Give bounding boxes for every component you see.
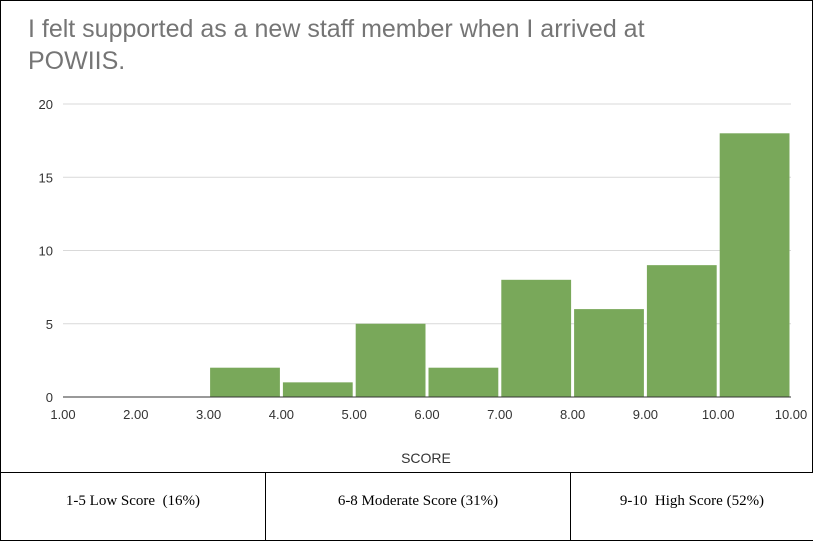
x-tick-label: 3.00 bbox=[196, 407, 221, 422]
x-tick-label: 5.00 bbox=[342, 407, 367, 422]
x-tick-label: 4.00 bbox=[269, 407, 294, 422]
x-tick-label: 2.00 bbox=[123, 407, 148, 422]
histogram-bar bbox=[210, 367, 280, 397]
y-tick-label: 5 bbox=[46, 317, 53, 332]
x-tick-label: 10.00 bbox=[702, 407, 735, 422]
y-tick-label: 20 bbox=[39, 97, 53, 112]
chart-title: I felt supported as a new staff member w… bbox=[28, 15, 645, 75]
x-tick-label: 9.00 bbox=[633, 407, 658, 422]
moderate-score-cell: 6-8 Moderate Score (31%) bbox=[265, 472, 571, 541]
x-tick-label: 7.00 bbox=[487, 407, 512, 422]
x-tick-label: 6.00 bbox=[414, 407, 439, 422]
x-tick-label: 10.00 bbox=[775, 407, 808, 422]
y-tick-label: 15 bbox=[39, 170, 53, 185]
histogram-bar bbox=[574, 309, 644, 397]
summary-row: 1-5 Low Score (16%) 6-8 Moderate Score (… bbox=[0, 472, 813, 541]
high-score-cell: 9-10 High Score (52%) bbox=[570, 472, 813, 541]
x-tick-label: 1.00 bbox=[50, 407, 75, 422]
x-tick-label: 8.00 bbox=[560, 407, 585, 422]
histogram-bar bbox=[719, 133, 790, 398]
y-tick-label: 0 bbox=[46, 390, 53, 405]
histogram-bar bbox=[282, 382, 353, 397]
y-tick-label: 10 bbox=[39, 244, 53, 259]
histogram-chart: 0 5 10 15 20 1.00 2.00 3.00 4.00 5.00 6.00 7.00 8.00… bbox=[39, 97, 808, 466]
score-summary-table: 1-5 Low Score (16%) 6-8 Moderate Score (… bbox=[0, 472, 813, 541]
histogram-bar bbox=[428, 367, 499, 397]
histogram-bar bbox=[646, 265, 717, 397]
histogram-bar bbox=[355, 323, 426, 397]
low-score-cell: 1-5 Low Score (16%) bbox=[0, 472, 266, 541]
x-axis-title: SCORE bbox=[401, 450, 451, 466]
chart-frame: I felt supported as a new staff member w… bbox=[0, 0, 813, 473]
histogram-bar bbox=[501, 279, 572, 397]
